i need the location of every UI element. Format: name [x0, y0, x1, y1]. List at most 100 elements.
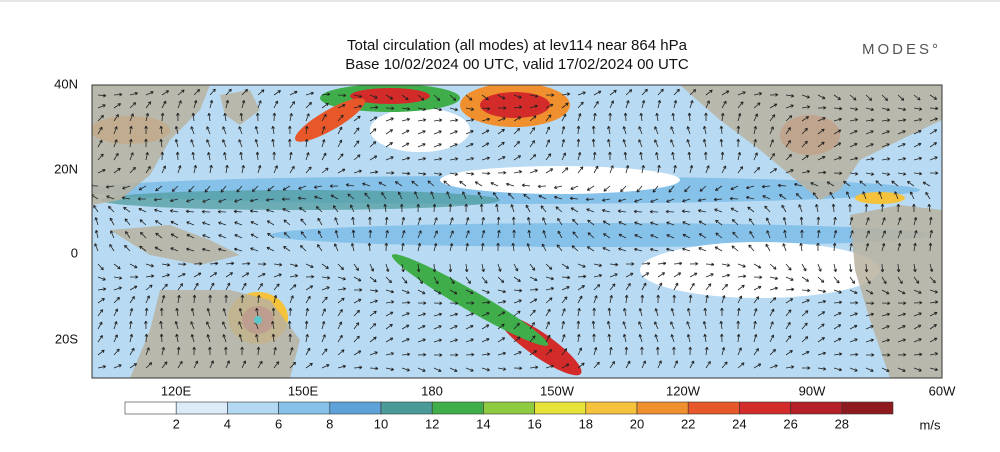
wind-arrow — [634, 221, 643, 226]
wind-arrow — [113, 276, 123, 280]
wind-arrow — [155, 185, 163, 192]
wind-arrow — [654, 126, 659, 135]
wind-arrow — [401, 171, 411, 176]
wind-arrow — [385, 94, 394, 100]
wind-arrow — [283, 232, 291, 239]
wind-arrow — [353, 263, 359, 271]
wind-arrow — [367, 242, 372, 252]
wind-arrow — [321, 364, 330, 369]
wind-arrow — [351, 229, 356, 239]
wind-arrow — [747, 206, 755, 213]
wind-arrow — [289, 263, 298, 268]
wind-arrow — [561, 152, 566, 161]
wind-arrow — [238, 126, 243, 135]
wind-arrow — [603, 233, 611, 239]
wind-arrow — [897, 242, 902, 252]
wind-arrow — [401, 276, 408, 284]
wind-arrow — [843, 180, 851, 187]
wind-arrow — [625, 360, 631, 369]
wind-arrow — [817, 276, 825, 283]
wind-arrow — [929, 171, 939, 175]
wind-arrow — [369, 323, 377, 330]
wind-arrow — [689, 165, 694, 174]
wind-arrow — [193, 164, 197, 174]
wind-arrow — [848, 263, 853, 273]
wind-arrow — [193, 282, 199, 291]
wind-arrow — [97, 126, 103, 135]
wind-arrow — [250, 233, 259, 239]
wind-arrow — [433, 312, 442, 317]
wind-arrow — [801, 299, 810, 304]
wind-arrow — [321, 92, 331, 97]
wind-arrow — [160, 112, 165, 122]
wind-arrow — [145, 165, 151, 174]
wind-arrow — [529, 263, 536, 271]
wind-arrow — [225, 272, 234, 278]
wind-arrow — [817, 367, 827, 371]
wind-arrow — [817, 351, 826, 356]
wind-arrow — [557, 217, 563, 226]
wind-arrow — [897, 118, 907, 122]
wind-arrow — [761, 184, 771, 189]
wind-arrow — [145, 347, 150, 356]
wind-arrow — [766, 230, 771, 239]
wind-arrow — [385, 142, 393, 148]
wind-arrow — [449, 325, 458, 330]
wind-arrow — [881, 243, 886, 252]
wind-arrow — [720, 151, 725, 161]
wind-arrow — [113, 167, 121, 174]
wind-arrow — [881, 325, 890, 330]
wind-arrow — [481, 324, 490, 330]
wind-arrow — [607, 333, 612, 343]
wind-arrow — [401, 242, 405, 252]
wind-arrow — [481, 367, 490, 372]
wind-arrow — [416, 263, 421, 273]
wind-arrow — [922, 181, 931, 187]
wind-arrow — [593, 284, 601, 291]
wind-arrow — [174, 126, 179, 135]
wind-arrow — [833, 156, 842, 161]
lat-label: 0 — [71, 245, 78, 260]
wind-arrow — [241, 261, 251, 266]
wind-arrow — [305, 263, 314, 268]
wind-arrow — [608, 151, 612, 161]
wind-arrow — [529, 365, 539, 370]
colorbar-swatch — [585, 401, 638, 415]
wind-arrow — [572, 218, 579, 226]
wind-arrow — [362, 182, 371, 187]
wind-arrow — [385, 311, 394, 317]
wind-arrow — [161, 90, 170, 96]
wind-arrow — [769, 114, 776, 122]
wind-arrow — [720, 333, 724, 343]
wind-arrow — [769, 321, 774, 330]
wind-arrow — [545, 297, 553, 304]
wind-arrow — [257, 360, 263, 369]
wind-arrow — [671, 151, 675, 161]
wind-arrow — [652, 185, 659, 193]
wind-arrow — [655, 112, 659, 122]
wind-arrow — [833, 142, 842, 148]
wind-arrow — [849, 312, 858, 317]
wind-arrow — [353, 335, 360, 343]
wind-arrow — [689, 262, 699, 266]
wind-arrow — [545, 286, 555, 291]
wind-arrow — [577, 166, 584, 174]
wind-arrow — [785, 309, 792, 317]
wind-arrow — [737, 295, 743, 304]
wind-arrow — [465, 172, 475, 176]
wind-arrow — [222, 308, 227, 317]
wind-arrow — [798, 204, 803, 213]
wind-arrow — [255, 307, 259, 317]
wind-arrow — [401, 142, 410, 148]
wind-arrow — [769, 348, 776, 356]
wind-arrow — [257, 100, 262, 109]
wind-arrow — [897, 130, 906, 135]
wind-arrow — [715, 185, 723, 191]
colorbar-label: 26 — [783, 416, 797, 431]
wind-arrow — [145, 101, 152, 109]
wind-arrow — [881, 289, 890, 295]
wind-arrow — [687, 151, 692, 161]
lat-label: 20S — [55, 331, 78, 346]
wind-arrow — [465, 276, 471, 284]
wind-arrow — [545, 263, 553, 270]
